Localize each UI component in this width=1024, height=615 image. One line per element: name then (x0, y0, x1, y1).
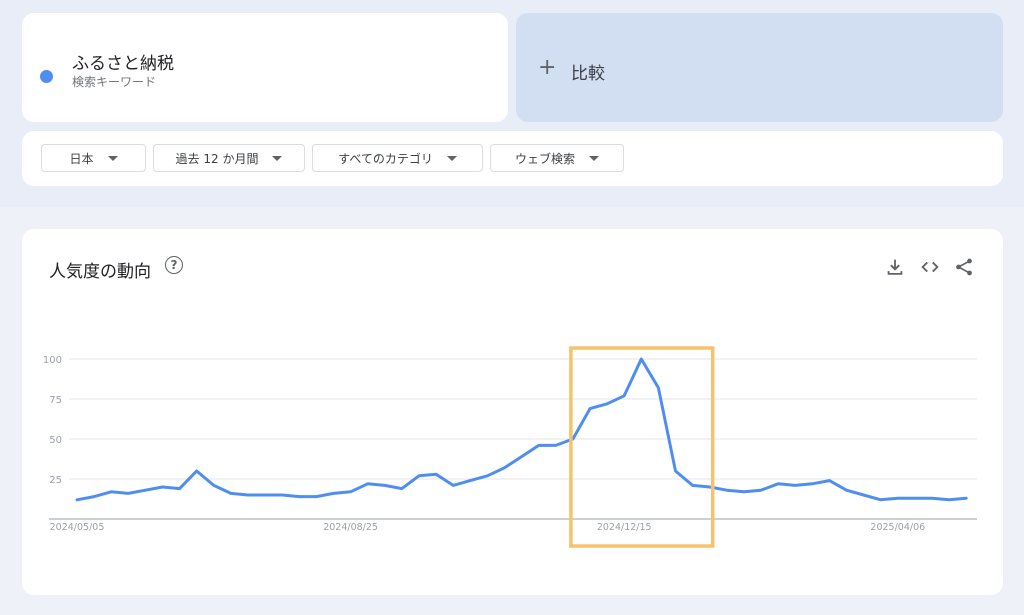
data-point (537, 444, 540, 447)
data-point (178, 487, 181, 490)
region-label: 日本 (69, 151, 94, 166)
data-point (92, 495, 96, 498)
period-dropdown[interactable]: 過去 12 か月間 (153, 144, 305, 172)
data-point (110, 490, 113, 493)
x-tick-label: 2025/04/06 (870, 522, 925, 533)
data-point (246, 493, 250, 497)
chart-title: 人気度の動向 (49, 262, 151, 282)
dropdown-caret-icon (446, 155, 457, 161)
data-point (588, 407, 592, 410)
data-point (965, 497, 968, 500)
data-point (503, 466, 506, 469)
dropdown-caret-icon (272, 155, 283, 161)
data-point (947, 498, 951, 501)
data-point (127, 492, 130, 495)
data-point (640, 357, 643, 361)
data-point (930, 497, 934, 500)
x-tick-label: 2024/12/15 (597, 522, 652, 533)
data-point (776, 482, 780, 485)
help-icon[interactable]: ? (165, 256, 183, 274)
y-tick-label: 25 (49, 475, 62, 486)
data-point (879, 498, 882, 501)
data-point (281, 493, 284, 497)
y-tick-label: 100 (43, 355, 62, 366)
data-point (417, 474, 421, 477)
category-label: すべてのカテゴリ (338, 151, 433, 166)
search-type-dropdown[interactable]: ウェブ検索 (490, 144, 624, 172)
y-tick-label: 75 (49, 395, 62, 406)
data-point (229, 492, 233, 495)
plus-icon: + (538, 55, 557, 80)
highlight-box (569, 346, 715, 548)
x-tick-label: 2024/05/05 (50, 522, 105, 533)
interest-over-time-card: 人気度の動向 ? 25 50 75 100 2024/05/05 2024/08/25 20… (22, 229, 1003, 595)
y-tick-label: 50 (49, 435, 62, 446)
data-point (708, 485, 711, 489)
data-point (554, 444, 557, 447)
data-point (657, 386, 660, 389)
data-point (794, 484, 797, 487)
series-color-dot (40, 70, 53, 83)
data-point (75, 498, 79, 501)
data-point (486, 474, 489, 477)
data-point (315, 495, 318, 498)
data-point (862, 493, 865, 497)
data-point (605, 402, 609, 405)
dropdown-caret-icon (589, 155, 599, 161)
data-point (195, 469, 198, 473)
dropdown-caret-icon (107, 155, 118, 161)
search-type-label: ウェブ検索 (514, 151, 575, 166)
data-point (759, 489, 763, 492)
data-point (913, 497, 917, 500)
data-point (896, 497, 899, 500)
data-point (725, 489, 728, 492)
data-point (691, 484, 694, 487)
search-term-type: 検索キーワード (72, 75, 157, 89)
data-point (383, 484, 386, 487)
data-point (845, 489, 848, 492)
data-point (298, 495, 301, 498)
x-tick-label: 2024/08/25 (323, 522, 378, 533)
data-point (828, 479, 831, 482)
data-point (469, 479, 472, 482)
compare-label: 比較 (571, 64, 605, 84)
data-point (400, 487, 404, 490)
data-point (332, 492, 335, 495)
search-term-card[interactable]: ふるさと納税 検索キーワード (22, 13, 508, 122)
data-point (263, 493, 267, 497)
search-term-name[interactable]: ふるさと納税 (72, 54, 174, 74)
download-icon[interactable] (884, 256, 906, 278)
period-label: 過去 12 か月間 (175, 151, 259, 166)
data-point (212, 484, 215, 487)
data-point (349, 490, 352, 493)
data-point (742, 490, 746, 493)
share-icon[interactable] (953, 256, 975, 278)
data-point (452, 484, 455, 487)
data-point (366, 482, 369, 485)
data-point (144, 489, 147, 492)
data-point (434, 473, 438, 476)
compare-button[interactable]: + 比較 (516, 13, 1003, 122)
data-point (623, 394, 626, 397)
data-point (674, 469, 677, 473)
data-point (520, 455, 523, 458)
region-dropdown[interactable]: 日本 (41, 144, 146, 172)
filter-bar: 日本 過去 12 か月間 すべてのカテゴリ ウェブ検索 (22, 131, 1003, 186)
category-dropdown[interactable]: すべてのカテゴリ (312, 144, 483, 172)
data-point (161, 485, 164, 489)
embed-code-icon[interactable] (919, 256, 941, 278)
data-point (811, 482, 814, 485)
trend-chart: 25 50 75 100 2024/05/05 2024/08/25 2024/12/15 2… (43, 346, 977, 548)
